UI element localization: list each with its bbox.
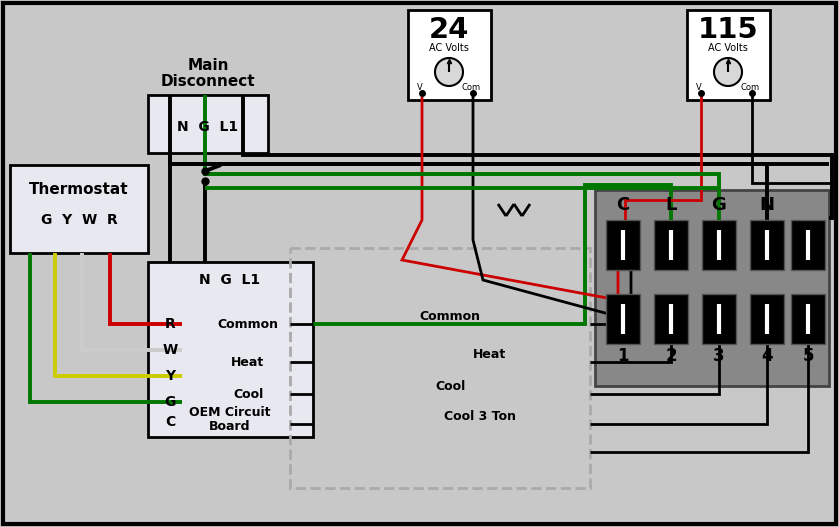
Text: AC Volts: AC Volts [708, 43, 748, 53]
Text: N: N [759, 196, 774, 214]
Text: Disconnect: Disconnect [161, 73, 255, 89]
Text: N  G  L1: N G L1 [177, 120, 238, 134]
Text: 4: 4 [761, 347, 773, 365]
Bar [606, 220, 640, 270]
Bar [148, 262, 313, 437]
Text: AC Volts: AC Volts [429, 43, 469, 53]
Circle shape [435, 58, 463, 86]
Text: C: C [165, 415, 175, 429]
Text: Heat: Heat [473, 347, 507, 360]
Bar [791, 220, 825, 270]
Text: Main: Main [187, 57, 229, 73]
Text: OEM Circuit: OEM Circuit [190, 406, 271, 419]
Text: 1: 1 [618, 347, 628, 365]
Text: Com: Com [461, 83, 481, 92]
Text: R: R [164, 317, 175, 331]
Text: Y: Y [165, 369, 175, 383]
Bar [148, 95, 268, 153]
Circle shape [714, 58, 742, 86]
Text: Thermostat: Thermostat [29, 181, 129, 197]
Bar [750, 220, 784, 270]
Text: V: V [696, 83, 702, 92]
Text: G: G [164, 395, 175, 409]
Text: N  G  L1: N G L1 [200, 273, 261, 287]
Bar [702, 220, 736, 270]
Bar [408, 10, 491, 100]
Bar [290, 248, 590, 488]
Text: Common: Common [217, 317, 279, 330]
Bar [595, 190, 829, 386]
Bar [654, 294, 688, 344]
Text: L: L [665, 196, 677, 214]
Text: 2: 2 [665, 347, 677, 365]
Text: W: W [163, 343, 178, 357]
Text: 115: 115 [698, 16, 758, 44]
Text: G  Y  W  R: G Y W R [40, 213, 117, 227]
Text: Cool 3 Ton: Cool 3 Ton [444, 409, 516, 423]
Bar [606, 294, 640, 344]
Text: Heat: Heat [232, 356, 264, 368]
Text: V: V [417, 83, 423, 92]
Bar [10, 165, 148, 253]
Text: G: G [711, 196, 727, 214]
Text: Cool: Cool [233, 387, 263, 401]
Bar [702, 294, 736, 344]
Text: Com: Com [741, 83, 759, 92]
Text: 24: 24 [429, 16, 469, 44]
Bar [791, 294, 825, 344]
Text: 3: 3 [713, 347, 725, 365]
Text: Common: Common [420, 309, 481, 323]
Bar [654, 220, 688, 270]
Text: 5: 5 [802, 347, 814, 365]
Text: Board: Board [209, 421, 251, 434]
Text: C: C [617, 196, 629, 214]
Bar [687, 10, 770, 100]
Text: Cool: Cool [435, 379, 465, 393]
Bar [750, 294, 784, 344]
